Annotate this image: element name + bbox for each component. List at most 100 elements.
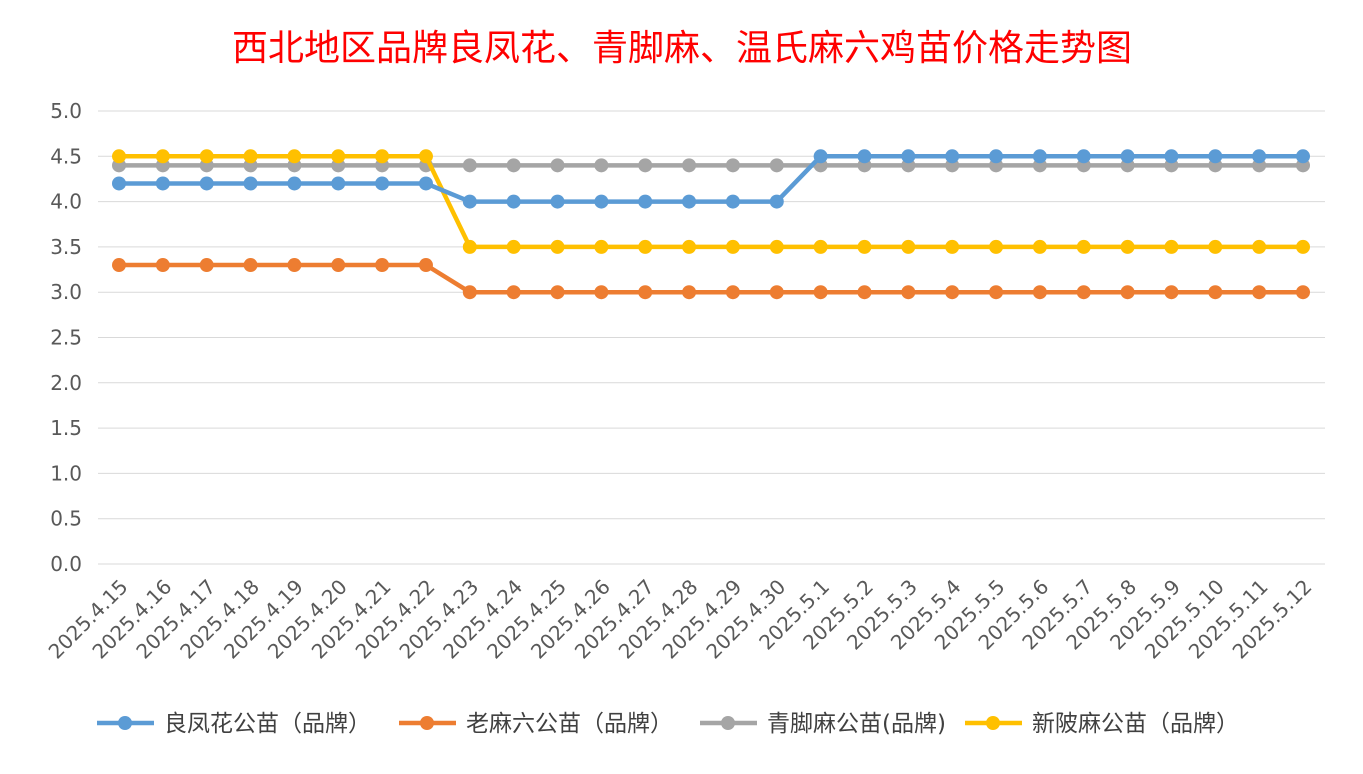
data-point <box>857 149 872 164</box>
data-point <box>1164 239 1179 254</box>
series-3 <box>112 149 1310 254</box>
y-tick-label: 1.0 <box>50 461 82 485</box>
data-point <box>331 176 346 191</box>
data-point <box>287 176 302 191</box>
data-point <box>901 239 916 254</box>
data-point <box>594 239 609 254</box>
data-point <box>989 285 1004 300</box>
data-point <box>1296 239 1310 254</box>
y-tick-label: 2.5 <box>50 326 82 350</box>
series-group <box>112 149 1310 300</box>
data-point <box>462 194 477 209</box>
data-point <box>199 176 214 191</box>
legend-item: 青脚麻公苗(品牌) <box>700 711 946 737</box>
data-point <box>1076 285 1091 300</box>
data-point <box>769 194 784 209</box>
data-point <box>682 194 697 209</box>
chart-title: 西北地区品牌良凤花、青脚麻、温氏麻六鸡苗价格走势图 <box>232 28 1132 69</box>
data-point <box>1120 149 1135 164</box>
data-point <box>199 149 214 164</box>
data-point <box>1252 285 1267 300</box>
data-point <box>1296 285 1310 300</box>
data-point <box>682 239 697 254</box>
data-point <box>550 239 565 254</box>
data-point <box>155 258 170 273</box>
y-tick-label: 2.0 <box>50 371 82 395</box>
data-point <box>638 285 653 300</box>
data-point <box>375 176 390 191</box>
legend-item: 老麻六公苗（品牌） <box>399 711 673 737</box>
data-point <box>1208 285 1223 300</box>
data-point <box>725 158 740 173</box>
data-point <box>506 239 521 254</box>
data-point <box>506 158 521 173</box>
data-point <box>155 176 170 191</box>
data-point <box>638 194 653 209</box>
data-point <box>1076 149 1091 164</box>
data-point <box>506 194 521 209</box>
series-line <box>119 262 1303 295</box>
data-point <box>594 158 609 173</box>
legend-item: 新陂麻公苗（品牌） <box>965 711 1239 737</box>
data-point <box>769 239 784 254</box>
legend-label: 老麻六公苗（品牌） <box>466 711 673 737</box>
data-point <box>813 149 828 164</box>
data-point <box>199 258 214 273</box>
data-point <box>638 158 653 173</box>
data-point <box>725 285 740 300</box>
data-point <box>112 176 126 191</box>
data-point <box>901 285 916 300</box>
series-line <box>119 154 1303 250</box>
data-point <box>1032 285 1047 300</box>
legend-marker <box>986 716 1000 730</box>
data-point <box>375 149 390 164</box>
data-point <box>550 285 565 300</box>
data-point <box>857 239 872 254</box>
data-point <box>112 258 126 273</box>
series-line <box>119 154 1303 204</box>
data-point <box>375 258 390 273</box>
data-point <box>155 149 170 164</box>
data-point <box>594 285 609 300</box>
data-point <box>769 158 784 173</box>
data-point <box>1120 239 1135 254</box>
data-point <box>725 239 740 254</box>
legend-marker <box>118 716 132 730</box>
data-point <box>1296 149 1310 164</box>
data-point <box>287 258 302 273</box>
data-point <box>1164 149 1179 164</box>
data-point <box>769 285 784 300</box>
data-point <box>725 194 740 209</box>
legend-item: 良凤花公苗（品牌） <box>97 711 371 737</box>
data-point <box>901 149 916 164</box>
data-point <box>813 285 828 300</box>
data-point <box>462 239 477 254</box>
y-axis-ticks: 0.0 0.5 1.0 1.5 2.0 2.5 3.0 3.5 4.0 4.5 5.0 <box>50 99 82 576</box>
data-point <box>550 158 565 173</box>
y-tick-label: 4.5 <box>50 144 82 168</box>
data-point <box>287 149 302 164</box>
data-point <box>331 258 346 273</box>
data-point <box>857 285 872 300</box>
series-0 <box>112 149 1310 209</box>
data-point <box>418 258 433 273</box>
data-point <box>594 194 609 209</box>
data-point <box>243 176 258 191</box>
data-point <box>945 285 960 300</box>
data-point <box>462 158 477 173</box>
data-point <box>682 285 697 300</box>
data-point <box>638 239 653 254</box>
data-point <box>1252 149 1267 164</box>
data-point <box>462 285 477 300</box>
data-point <box>1208 149 1223 164</box>
data-point <box>1208 239 1223 254</box>
data-point <box>331 149 346 164</box>
data-point <box>506 285 521 300</box>
data-point <box>1076 239 1091 254</box>
y-tick-label: 4.0 <box>50 190 82 214</box>
data-point <box>682 158 697 173</box>
legend-marker <box>721 716 735 730</box>
data-point <box>418 149 433 164</box>
legend-marker <box>420 716 434 730</box>
